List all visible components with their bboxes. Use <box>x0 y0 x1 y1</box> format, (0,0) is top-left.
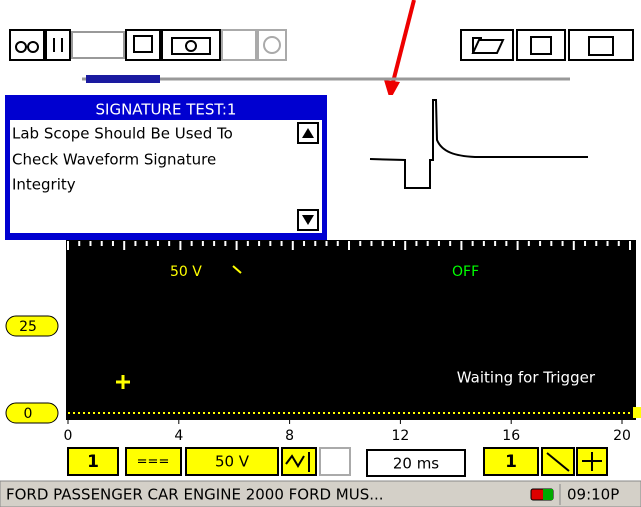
x-label: 8 <box>285 428 294 444</box>
save-button[interactable] <box>568 29 634 61</box>
x-labels: 0 4 8 12 16 20 <box>64 418 631 444</box>
camera-button[interactable] <box>161 29 221 61</box>
scope-display <box>66 240 636 420</box>
x-label: 0 <box>64 428 73 444</box>
time-button[interactable] <box>366 449 466 477</box>
coupling-button[interactable] <box>125 447 182 476</box>
y-marker-label: 25 <box>19 319 37 335</box>
annotation-arrow <box>390 0 416 87</box>
signature-waveform <box>369 99 588 189</box>
panel-text-area <box>10 120 322 233</box>
right-marker <box>633 407 641 418</box>
channel-label: 1 <box>87 452 99 472</box>
clock: 09:10P <box>567 486 619 504</box>
sparkle-button[interactable] <box>221 29 257 61</box>
trigger-status: Waiting for Trigger <box>457 369 596 387</box>
panel-line: Check Waveform Signature <box>12 151 216 169</box>
panel-line: Lab Scope Should Be Used To <box>12 125 233 143</box>
slope-icon <box>232 265 242 274</box>
x-label: 12 <box>391 428 409 444</box>
coupling-label: === <box>137 455 170 470</box>
toolbar <box>9 29 634 61</box>
x-label: 4 <box>174 428 183 444</box>
film-button[interactable] <box>71 31 125 59</box>
volts-label: 50 V <box>215 453 250 471</box>
time-label: 20 ms <box>393 455 439 473</box>
refresh-button[interactable] <box>257 29 287 61</box>
find-button[interactable] <box>9 29 45 61</box>
trigger-channel-button[interactable] <box>483 447 539 476</box>
auto-scale-button[interactable] <box>281 447 317 476</box>
vehicle-text: FORD PASSENGER CAR ENGINE 2000 FORD MUS.… <box>6 486 384 504</box>
y-marker[interactable] <box>5 402 59 424</box>
voltage-label: 50 V <box>170 264 202 280</box>
waveform-preview <box>332 95 638 238</box>
pause-button[interactable] <box>45 29 71 61</box>
x-label: 20 <box>613 428 631 444</box>
arrow-head <box>384 80 400 100</box>
control-bar: 1 === 50 V 20 ms 1 <box>67 447 608 477</box>
y-marker[interactable] <box>5 315 59 337</box>
volts-button[interactable] <box>185 447 279 476</box>
panel-line: Integrity <box>12 176 76 194</box>
panel-title: SIGNATURE TEST:1 <box>96 101 237 119</box>
trigger-marker <box>116 375 130 389</box>
open-button[interactable] <box>460 29 514 61</box>
zoom-button[interactable] <box>125 29 161 61</box>
battery-level <box>543 489 553 500</box>
x-label: 16 <box>502 428 520 444</box>
slider-thumb[interactable] <box>86 75 160 83</box>
disabled-button[interactable] <box>319 447 351 476</box>
scope-ticks <box>67 241 631 250</box>
trigger-state: OFF <box>452 264 479 280</box>
y-marker-label: 0 <box>24 406 33 422</box>
trigger-channel-label: 1 <box>505 452 517 472</box>
channel-button[interactable] <box>67 447 119 476</box>
print-button[interactable] <box>516 29 566 61</box>
